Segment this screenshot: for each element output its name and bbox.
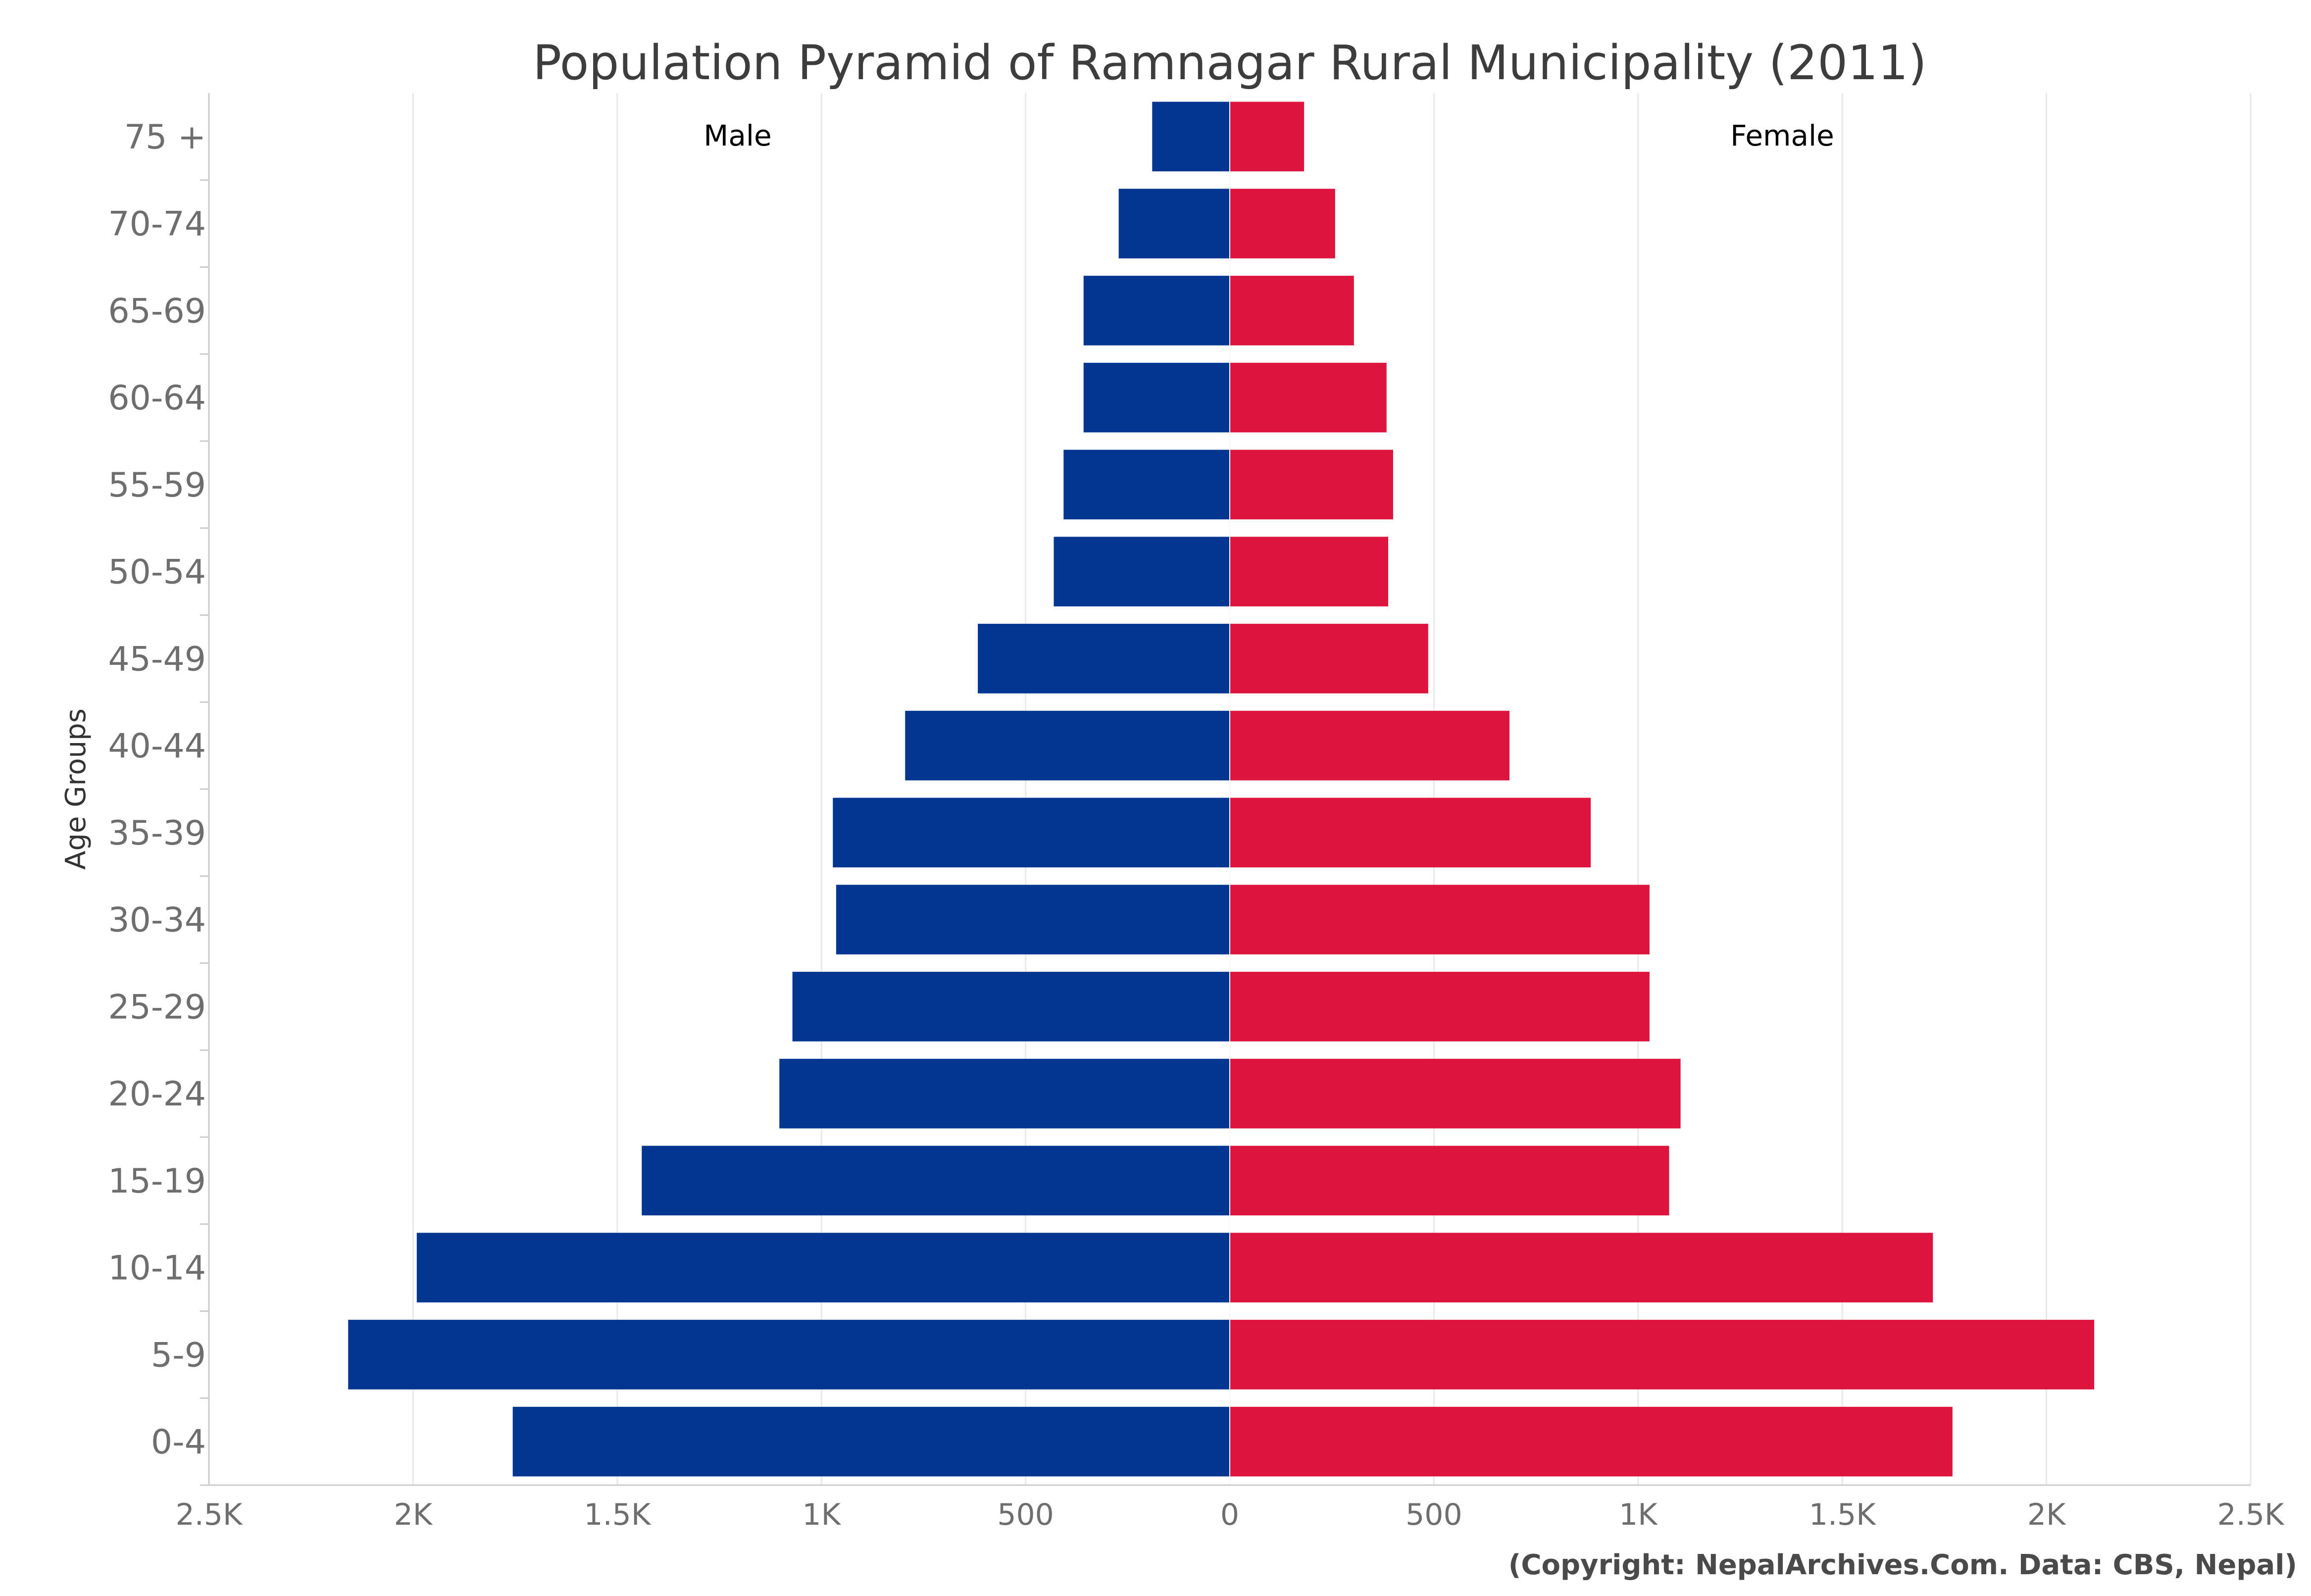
y-tick-label: 40-44	[108, 727, 206, 766]
male-bar	[833, 798, 1230, 868]
x-tick-label: 1.5K	[1809, 1497, 1876, 1532]
male-bar	[642, 1146, 1230, 1216]
male-series-label: Male	[703, 119, 771, 152]
x-tick-label: 500	[1406, 1497, 1462, 1532]
male-bar	[1054, 537, 1230, 606]
y-tick-label: 20-24	[108, 1075, 206, 1114]
male-bar	[348, 1320, 1230, 1390]
x-tick-label: 2.5K	[176, 1497, 243, 1532]
y-tick-label: 65-69	[108, 292, 206, 331]
x-tick-label: 1K	[1619, 1497, 1658, 1532]
female-bar	[1230, 537, 1389, 606]
female-bar	[1230, 449, 1393, 520]
x-tick-label: 500	[997, 1497, 1054, 1532]
male-bar	[779, 1058, 1230, 1129]
male-bar	[512, 1406, 1230, 1477]
female-bar	[1230, 1320, 2095, 1390]
axes: 2.5K 2K 1.5K 1K 500 0 500 1K 1.5K 2K 2.5K 75 + 70-74…	[108, 93, 2285, 1532]
y-tick-label: 50-54	[108, 553, 206, 592]
y-tick-label: 10-14	[108, 1249, 206, 1288]
y-tick-label: 55-59	[108, 466, 206, 505]
y-tick-label: 30-34	[108, 901, 206, 940]
male-bar	[978, 624, 1230, 694]
female-bar	[1230, 276, 1354, 346]
y-tick-label: 45-49	[108, 640, 206, 679]
male-bar	[1063, 449, 1230, 520]
y-tick-label: 25-29	[108, 988, 206, 1027]
male-bar	[836, 885, 1230, 954]
y-tick-label: 75 +	[124, 118, 206, 157]
bars	[348, 93, 2095, 1485]
male-bar	[1083, 276, 1230, 346]
female-bar	[1230, 1406, 1953, 1477]
x-tick-label: 1K	[802, 1497, 841, 1532]
male-bar	[1118, 189, 1230, 258]
copyright-credit: (Copyright: NepalArchives.Com. Data: CBS…	[1508, 1549, 2297, 1581]
female-bar	[1230, 362, 1387, 433]
female-bar	[1230, 1233, 1933, 1302]
male-bar	[1083, 362, 1230, 433]
female-bar	[1230, 710, 1509, 781]
y-tick-label: 15-19	[108, 1162, 206, 1201]
x-tick-label: 1.5K	[584, 1497, 651, 1532]
y-tick-label: 0-4	[151, 1423, 206, 1462]
female-bar	[1230, 1058, 1681, 1129]
chart-title: Population Pyramid of Ramnagar Rural Mun…	[533, 35, 1927, 91]
male-bar	[905, 710, 1230, 781]
x-tick-label: 2K	[394, 1497, 433, 1532]
female-bar	[1230, 101, 1305, 172]
y-tick-label: 35-39	[108, 814, 206, 853]
male-bar	[1152, 101, 1230, 172]
female-bar	[1230, 798, 1591, 868]
x-tick-label: 0	[1220, 1497, 1239, 1532]
female-bar	[1230, 1146, 1669, 1216]
y-tick-label: 60-64	[108, 379, 206, 418]
male-bar	[416, 1233, 1230, 1302]
x-tick-label: 2.5K	[2217, 1497, 2285, 1532]
y-tick-label: 5-9	[151, 1336, 206, 1375]
y-axis-title: Age Groups	[60, 708, 92, 870]
female-series-label: Female	[1730, 119, 1834, 152]
female-bar	[1230, 972, 1650, 1042]
female-bar	[1230, 885, 1650, 954]
x-tick-label: 2K	[2027, 1497, 2066, 1532]
female-bar	[1230, 624, 1428, 694]
y-tick-label: 70-74	[108, 205, 206, 244]
female-bar	[1230, 189, 1335, 258]
male-bar	[792, 972, 1230, 1042]
